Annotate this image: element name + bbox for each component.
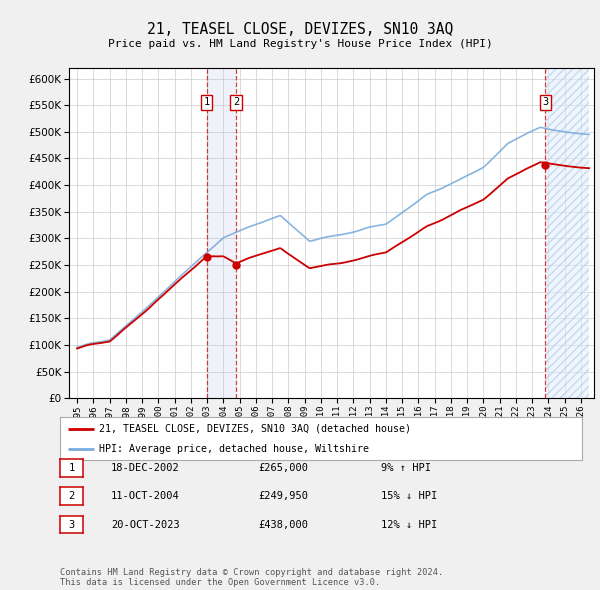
Bar (206, 68, 236, 398)
Text: 21, TEASEL CLOSE, DEVIZES, SN10 3AQ: 21, TEASEL CLOSE, DEVIZES, SN10 3AQ (147, 22, 453, 37)
Text: 2: 2 (233, 97, 239, 107)
Bar (545, 68, 589, 398)
Text: Contains HM Land Registry data © Crown copyright and database right 2024.
This d: Contains HM Land Registry data © Crown c… (60, 568, 443, 587)
Text: 2: 2 (68, 491, 74, 501)
Text: 1: 1 (68, 463, 74, 473)
Text: 18-DEC-2002: 18-DEC-2002 (111, 463, 180, 473)
Text: £265,000: £265,000 (258, 463, 308, 473)
Text: 3: 3 (68, 520, 74, 529)
Text: 9% ↑ HPI: 9% ↑ HPI (381, 463, 431, 473)
Text: 15% ↓ HPI: 15% ↓ HPI (381, 491, 437, 501)
Text: 11-OCT-2004: 11-OCT-2004 (111, 491, 180, 501)
Text: 3: 3 (542, 97, 548, 107)
Text: £438,000: £438,000 (258, 520, 308, 529)
Text: £249,950: £249,950 (258, 491, 308, 501)
Text: 12% ↓ HPI: 12% ↓ HPI (381, 520, 437, 529)
Text: 1: 1 (203, 97, 209, 107)
Text: Price paid vs. HM Land Registry's House Price Index (HPI): Price paid vs. HM Land Registry's House … (107, 39, 493, 49)
Text: 21, TEASEL CLOSE, DEVIZES, SN10 3AQ (detached house): 21, TEASEL CLOSE, DEVIZES, SN10 3AQ (det… (99, 424, 411, 434)
Text: 20-OCT-2023: 20-OCT-2023 (111, 520, 180, 529)
Text: HPI: Average price, detached house, Wiltshire: HPI: Average price, detached house, Wilt… (99, 444, 369, 454)
